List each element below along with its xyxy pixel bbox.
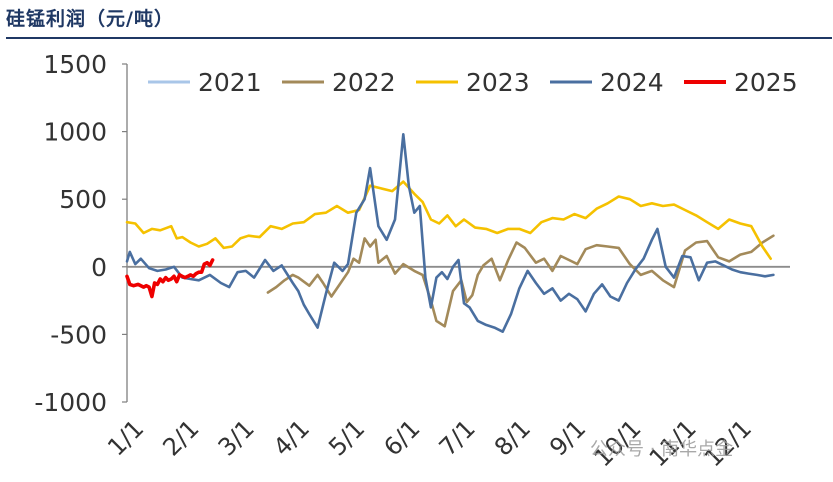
legend-label-2022: 2022 [332,68,396,97]
x-tick-label: 5/1 [323,414,370,461]
series-line-2024 [125,133,775,334]
y-tick-label: 1000 [43,118,107,147]
series-line-2025 [125,258,215,299]
y-tick-label: -500 [50,320,107,349]
series-line-2023 [125,180,773,261]
watermark-text: 公众号 · 南华点金 [590,439,734,460]
y-tick-label: -1000 [34,388,107,417]
x-tick-label: 6/1 [378,414,425,461]
y-tick-label: 500 [59,185,107,214]
legend-label-2023: 2023 [466,68,530,97]
x-tick-label: 7/1 [434,414,481,461]
legend-label-2021: 2021 [198,68,262,97]
x-tick-label: 1/1 [102,414,149,461]
chart-title: 硅锰利润（元/吨） [6,8,174,30]
x-tick-label: 9/1 [544,414,591,461]
series-line-2022 [266,234,775,328]
title-divider [6,37,832,39]
x-tick-label: 8/1 [489,414,536,461]
x-tick-label: 4/1 [268,414,315,461]
y-tick-label: 0 [91,253,107,282]
x-tick-label: 3/1 [213,414,260,461]
legend-label-2024: 2024 [600,68,664,97]
x-tick-label: 2/1 [157,414,204,461]
y-tick-label: 1500 [43,50,107,79]
legend-label-2025: 2025 [734,68,798,97]
